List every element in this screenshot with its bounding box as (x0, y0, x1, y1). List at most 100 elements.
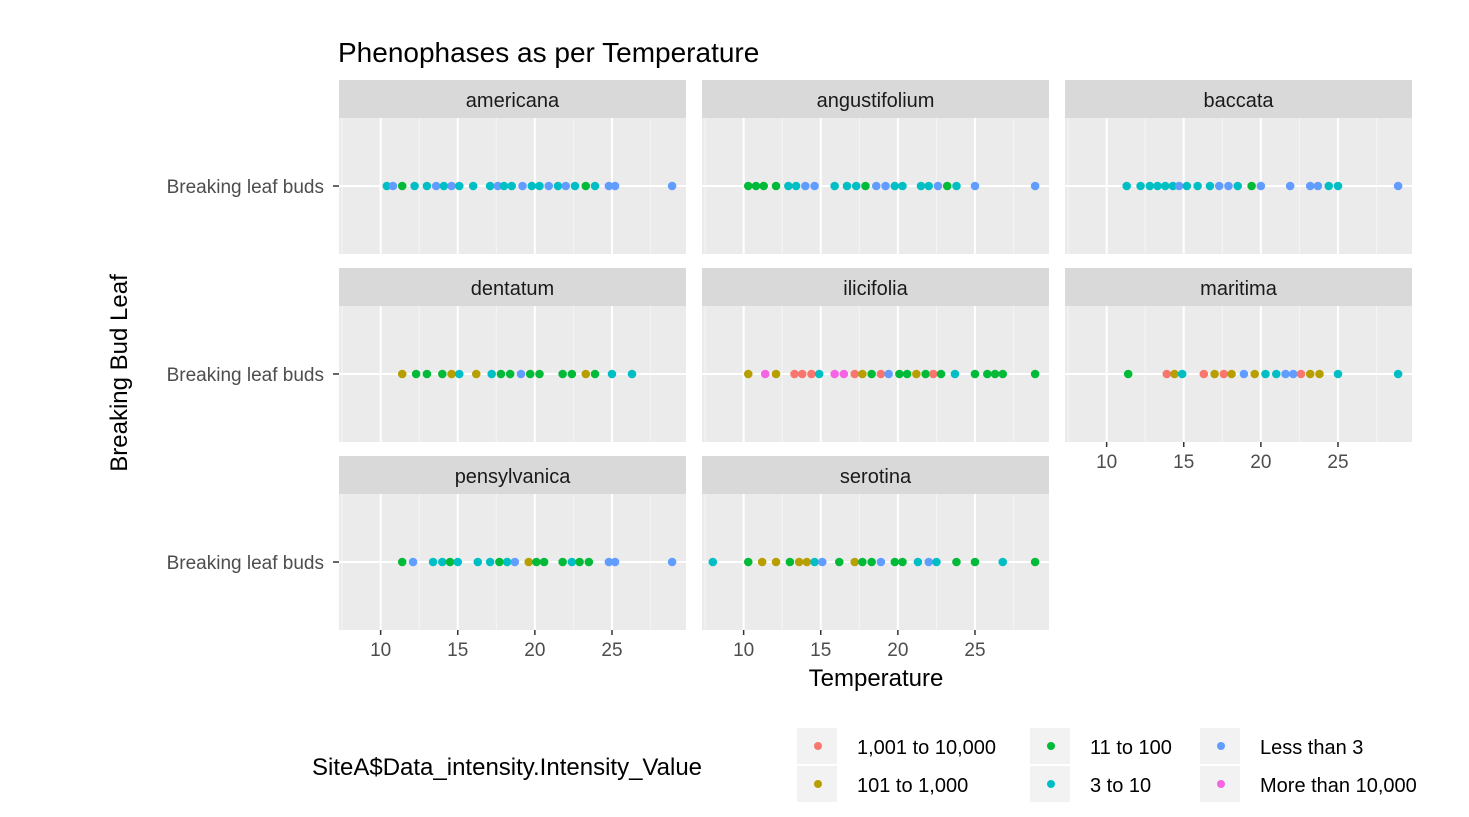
data-point (1193, 181, 1202, 191)
data-point (1136, 181, 1145, 191)
data-point (743, 369, 753, 379)
data-point (950, 369, 960, 379)
data-point (842, 181, 852, 191)
data-point (850, 369, 859, 379)
data-point (771, 181, 781, 191)
data-point (453, 557, 463, 567)
data-point (1233, 181, 1243, 191)
facet-strip (339, 80, 686, 118)
data-point (505, 369, 515, 379)
data-point (422, 369, 432, 379)
data-point (445, 557, 455, 567)
data-point (1160, 181, 1170, 191)
data-point (1281, 369, 1290, 379)
data-point (610, 181, 620, 191)
data-point (998, 557, 1008, 567)
legend-swatch (814, 780, 822, 788)
y-tick-label: Breaking leaf buds (167, 177, 324, 198)
data-point (1214, 181, 1224, 191)
data-point (916, 181, 926, 191)
data-point (1145, 181, 1155, 191)
data-point (544, 181, 554, 191)
facet-strip-label: serotina (840, 466, 912, 488)
data-point (382, 181, 392, 191)
data-point (607, 369, 617, 379)
data-point (431, 181, 441, 191)
data-point (751, 181, 761, 191)
data-point (881, 181, 890, 191)
data-point (439, 181, 449, 191)
data-point (924, 181, 934, 191)
legend-label: 101 to 1,000 (857, 775, 968, 797)
facet-strip (1065, 80, 1412, 118)
data-point (743, 557, 753, 567)
data-point (757, 557, 767, 567)
data-point (1333, 181, 1343, 191)
x-tick-label: 25 (964, 640, 985, 661)
data-point (871, 181, 881, 191)
data-point (1030, 557, 1040, 567)
data-point (1285, 181, 1295, 191)
data-point (884, 369, 893, 379)
data-point (1177, 369, 1187, 379)
data-point (454, 181, 464, 191)
facet-strip-label: ilicifolia (843, 278, 908, 300)
facet-maritima: maritima 10 15 20 25 (1065, 268, 1412, 473)
data-point (422, 181, 432, 191)
data-point (1288, 369, 1298, 379)
data-point (802, 557, 812, 567)
y-axis-title: Breaking Bud Leaf (106, 274, 133, 472)
data-point (970, 369, 980, 379)
facet-ilicifolia: ilicifolia (702, 268, 1049, 442)
data-point (408, 557, 418, 567)
data-point (814, 369, 824, 379)
facet-baccata: baccata (1065, 80, 1412, 254)
data-point (929, 369, 938, 379)
x-tick-label: 10 (370, 640, 391, 661)
data-point (1305, 181, 1315, 191)
data-point (590, 369, 600, 379)
data-point (1199, 369, 1209, 379)
data-point (1030, 181, 1040, 191)
data-point (1313, 181, 1323, 191)
data-point (858, 557, 867, 567)
data-point (575, 557, 584, 567)
data-point (447, 181, 456, 191)
data-point (1122, 181, 1131, 191)
data-point (584, 557, 594, 567)
legend-title: SiteA$Data_intensity.Intensity_Value (312, 754, 702, 781)
data-point (1256, 181, 1266, 191)
data-point (760, 369, 770, 379)
x-tick-label: 15 (1173, 452, 1194, 473)
data-point (1210, 369, 1219, 379)
legend-label: 1,001 to 10,000 (857, 737, 996, 759)
data-point (581, 181, 591, 191)
data-point (581, 369, 591, 379)
data-point (1182, 181, 1192, 191)
data-point (876, 557, 886, 567)
facet-strip (702, 80, 1049, 118)
data-point (1250, 369, 1259, 379)
data-point (667, 557, 677, 567)
data-point (428, 557, 438, 567)
data-point (867, 557, 876, 567)
data-point (485, 181, 495, 191)
data-point (604, 557, 614, 567)
legend-swatch (1217, 780, 1225, 788)
data-point (970, 181, 980, 191)
data-point (1153, 181, 1162, 191)
data-point (1247, 181, 1256, 191)
facet-strip-label: angustifolium (817, 90, 935, 112)
data-point (496, 369, 506, 379)
data-point (791, 181, 801, 191)
data-point (1393, 369, 1403, 379)
facet-strip (339, 456, 686, 494)
data-point (785, 557, 795, 567)
data-point (708, 557, 718, 567)
data-point (610, 557, 620, 567)
data-point (667, 181, 677, 191)
data-point (876, 369, 886, 379)
data-point (936, 369, 946, 379)
facet-panels: americana Breaking leaf buds angustifolium… (167, 80, 1412, 661)
data-point (1205, 181, 1215, 191)
